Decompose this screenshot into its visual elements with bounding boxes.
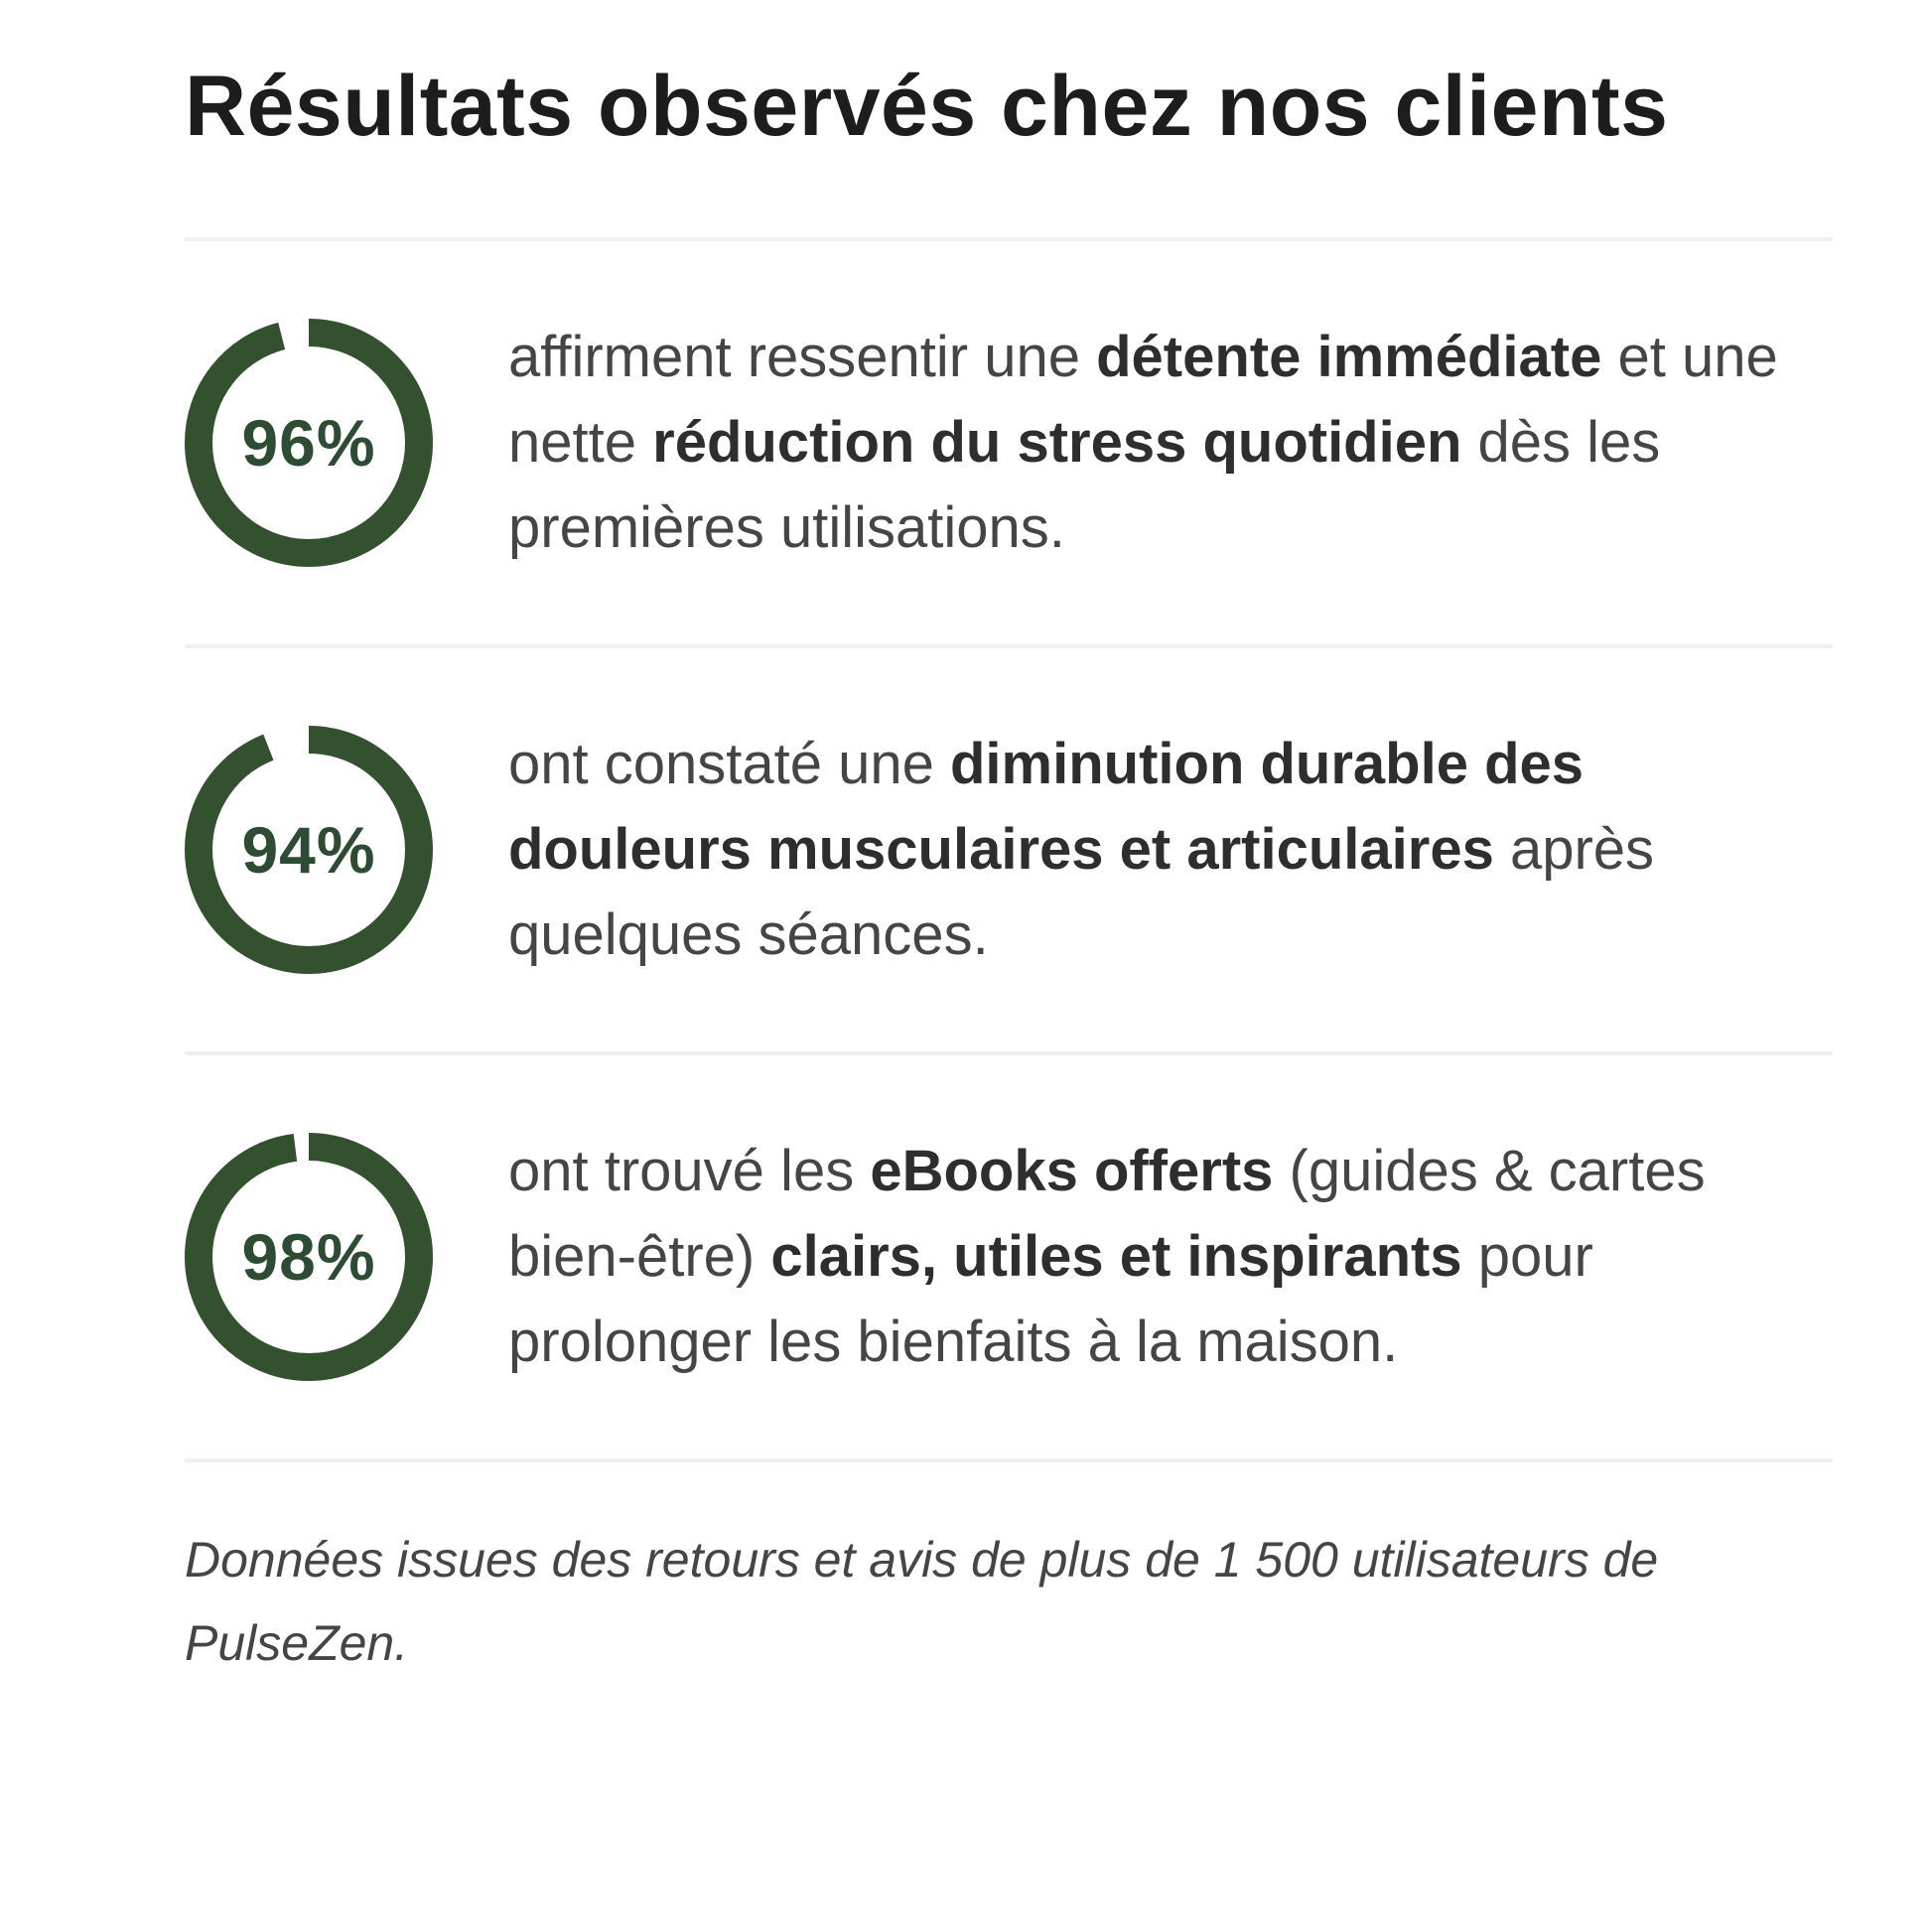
stat-text: ont constaté une diminution durable des … [508, 731, 1655, 967]
donut-ring-icon [185, 1132, 433, 1381]
donut-chart-94: 94% [185, 725, 433, 974]
donut-ring-icon [185, 725, 433, 974]
section-title: Résultats observés chez nos clients [185, 59, 1669, 154]
donut-chart-96: 96% [185, 318, 433, 567]
footnote: Données issues des retours et avis de pl… [185, 1531, 1659, 1671]
results-section: Résultats observés chez nos clients 96% … [185, 59, 1833, 1671]
stat-text: affirment ressentir une détente immédiat… [508, 324, 1778, 560]
stat-text: ont trouvé les eBooks offerts (guides & … [508, 1138, 1706, 1374]
donut-chart-98: 98% [185, 1132, 433, 1381]
stat-row-detente: 96% affirment ressentir une détente immé… [185, 236, 1833, 644]
percent-label: 94% [241, 812, 376, 887]
percent-label: 96% [241, 405, 376, 480]
percent-label: 98% [241, 1219, 376, 1294]
stat-row-douleurs: 94% ont constaté une diminution durable … [185, 643, 1833, 1051]
stats-list: 96% affirment ressentir une détente immé… [185, 236, 1833, 1462]
donut-ring-icon [185, 318, 433, 567]
stat-row-ebooks: 98% ont trouvé les eBooks offerts (guide… [185, 1050, 1833, 1462]
